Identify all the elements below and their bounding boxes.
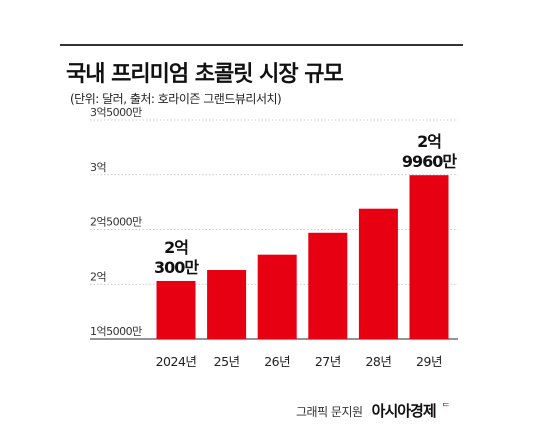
chart-subtitle: (단위: 달러, 출처: 호라이즌 그랜드뷰리서치) (70, 92, 282, 106)
footer: 그래픽 문지원 아시아경제 ᄃ (296, 400, 450, 421)
data-label: 2억 (164, 238, 188, 257)
bar (409, 175, 449, 339)
x-tick-label: 29년 (416, 354, 442, 369)
y-tick-label: 2억 (90, 270, 106, 283)
x-tick-label: 27년 (315, 354, 341, 369)
graphic-credit: 그래픽 문지원 (296, 405, 363, 419)
y-tick-label: 3억5000만 (90, 106, 142, 119)
bar (156, 280, 196, 339)
bar (308, 232, 348, 339)
data-label: 9960만 (402, 152, 458, 171)
y-tick-label: 3억 (90, 161, 106, 174)
chart-title: 국내 프리미엄 초콜릿 시장 규모 (66, 62, 344, 87)
x-tick-label: 2024년 (156, 354, 197, 369)
bar (358, 208, 398, 339)
y-tick-label: 2억5000만 (90, 216, 142, 229)
header-rule (60, 44, 463, 46)
brand-mark-icon: ᄃ (441, 403, 451, 413)
x-tick-label: 28년 (365, 354, 391, 369)
brand-logo-text: 아시아경제 (371, 402, 437, 420)
bar (257, 254, 297, 339)
x-tick-label: 25년 (214, 354, 240, 369)
bar (207, 270, 247, 339)
y-tick-label: 1억5000만 (90, 325, 142, 338)
data-label: 300만 (154, 258, 199, 277)
x-tick-label: 26년 (264, 354, 290, 369)
data-label: 2억 (417, 132, 441, 151)
